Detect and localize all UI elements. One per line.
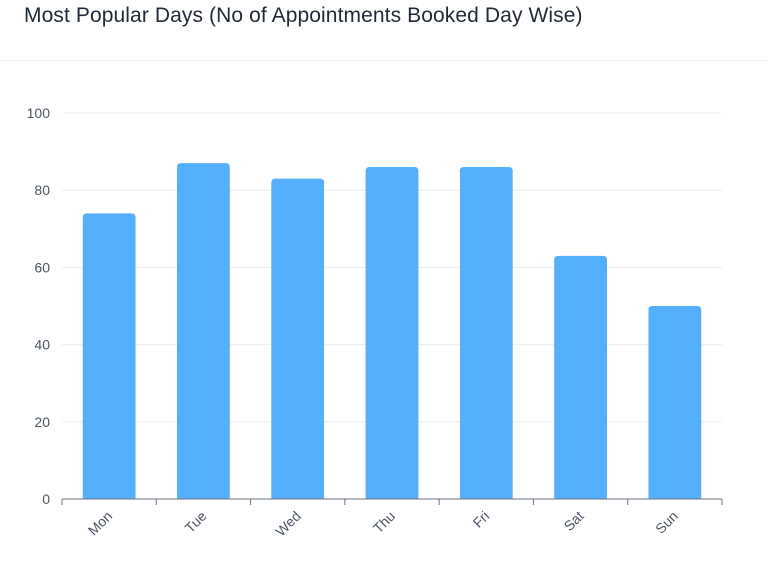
y-tick-label: 0	[42, 491, 50, 507]
bar-fri	[459, 167, 513, 500]
bar-sat	[554, 255, 607, 499]
bar-mon	[82, 213, 136, 500]
y-tick-label: 100	[27, 105, 51, 121]
x-tick-label: Sun	[652, 508, 681, 537]
x-tick-label: Fri	[470, 508, 493, 531]
y-tick-label: 80	[34, 182, 50, 198]
y-tick-label: 60	[34, 259, 50, 275]
bar-tue	[177, 163, 230, 499]
x-tick-label: Thu	[370, 508, 398, 536]
x-tick-label: Sat	[561, 508, 587, 534]
chart-title: Most Popular Days (No of Appointments Bo…	[24, 4, 583, 27]
x-tick-label: Wed	[272, 508, 303, 539]
bar-sun	[648, 306, 702, 499]
x-tick-label: Tue	[182, 508, 210, 536]
y-tick-label: 20	[34, 414, 50, 430]
title-divider	[0, 60, 768, 61]
bar-thu	[365, 167, 419, 500]
bar-wed	[271, 178, 325, 499]
y-tick-label: 40	[34, 337, 50, 353]
x-tick-label: Mon	[85, 508, 116, 539]
